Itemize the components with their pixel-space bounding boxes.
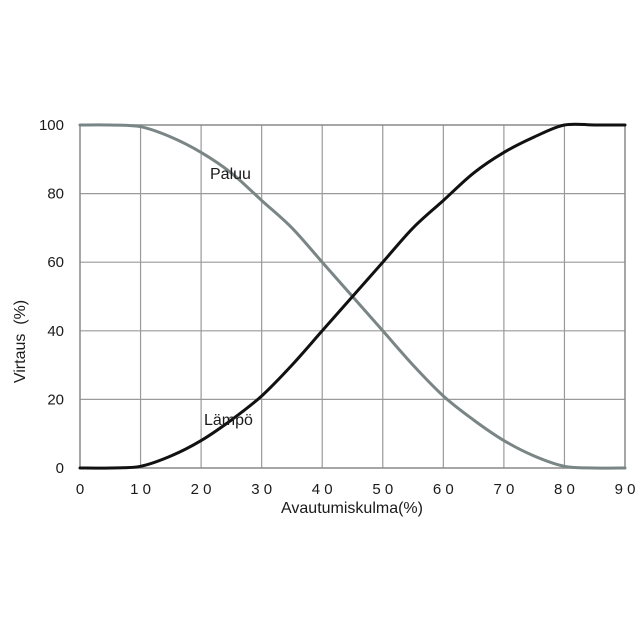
x-tick-labels: 0 1 0 2 0 3 0 4 0 5 0 6 0 7 0 8 0 9 0 (76, 481, 636, 498)
y-tick-labels: 0 20 40 60 80 100 (39, 117, 64, 477)
x-axis-title: Avautumiskulma(%) (281, 500, 423, 517)
series-label-lampo: Lämpö (204, 412, 253, 429)
y-axis-title: Virtaus (%) (12, 300, 29, 383)
x-tick-label: 8 0 (554, 481, 575, 498)
x-tick-label: 1 0 (130, 481, 151, 498)
x-tick-label: 0 (76, 481, 84, 498)
y-tick-label: 20 (47, 391, 64, 408)
x-tick-label: 2 0 (191, 481, 212, 498)
plot-frame (79, 124, 626, 469)
y-tick-label: 0 (56, 460, 64, 477)
series-line-lampo (78, 122, 627, 470)
x-tick-label: 9 0 (615, 481, 636, 498)
x-tick-label: 7 0 (493, 481, 514, 498)
x-tick-label: 5 0 (372, 481, 393, 498)
x-tick-label: 6 0 (433, 481, 454, 498)
x-tick-label: 4 0 (312, 481, 333, 498)
series-lines (78, 122, 627, 470)
series-label-paluu: Paluu (210, 166, 251, 183)
y-tick-label: 80 (47, 186, 64, 203)
x-tick-label: 3 0 (251, 481, 272, 498)
y-tick-label: 40 (47, 323, 64, 340)
y-tick-label: 60 (47, 254, 64, 271)
y-tick-label: 100 (39, 117, 64, 134)
